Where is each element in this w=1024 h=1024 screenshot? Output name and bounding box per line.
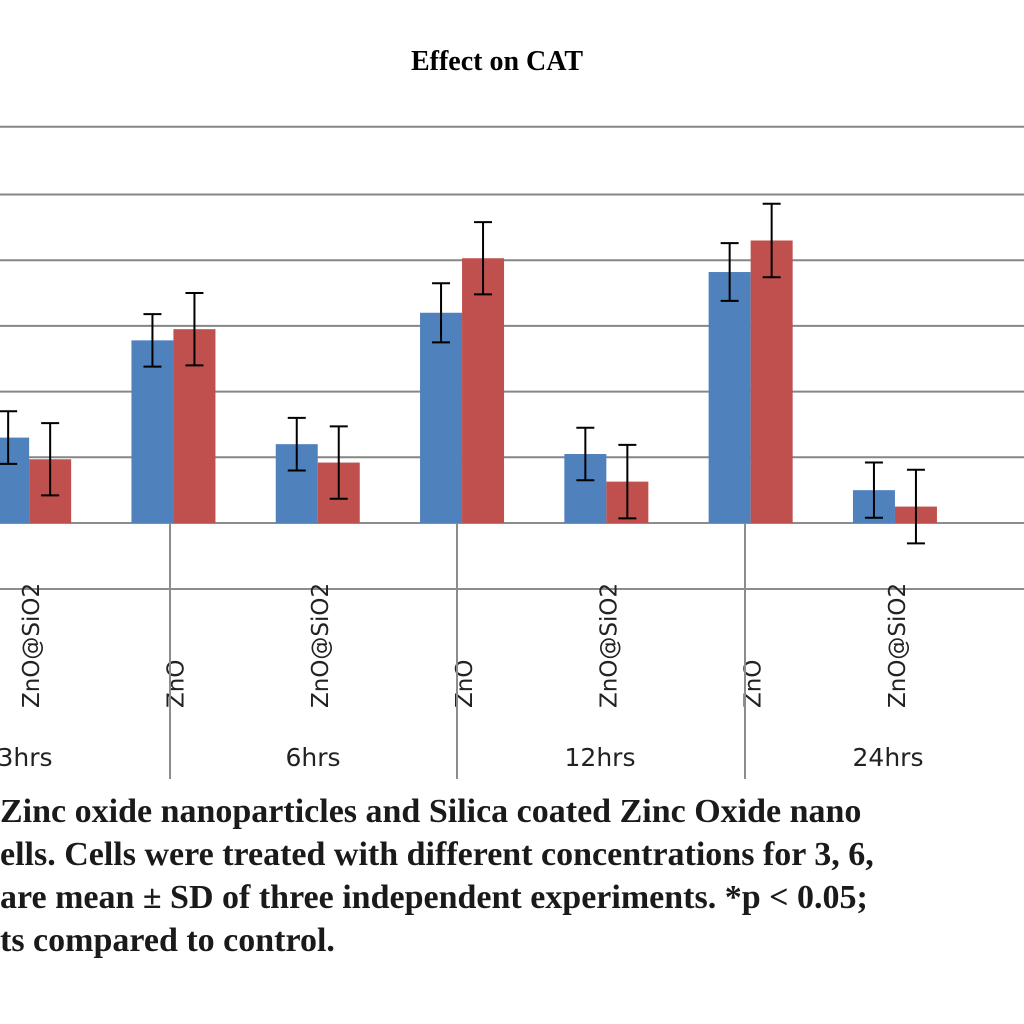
chart: Effect on CAT ZnO@SiO2 ZnO ZnO@SiO2 ZnO ZnO@… (0, 46, 1024, 779)
bar (750, 240, 793, 524)
bar (708, 272, 751, 523)
tick-label: ZnO@SiO2 (19, 583, 45, 708)
group-label: 12hrs (565, 743, 636, 772)
bar (131, 340, 174, 523)
group-label: 3hrs (0, 743, 53, 772)
bar (462, 258, 505, 523)
error-bars (0, 202, 925, 545)
tick-label: ZnO (452, 660, 478, 708)
bar (420, 312, 463, 523)
tick-label: ZnO@SiO2 (885, 583, 911, 708)
tick-label: ZnO (163, 660, 189, 708)
caption-line: are mean ± SD of three independent exper… (0, 879, 868, 916)
caption-line: ells. Cells were treated with different … (0, 836, 874, 873)
group-label: 24hrs (853, 743, 924, 772)
figure-caption: Zinc oxide nanoparticles and Silica coat… (0, 790, 1024, 962)
x-axis: ZnO@SiO2 ZnO ZnO@SiO2 ZnO ZnO@SiO2 ZnO ZnO@SiO… (0, 523, 923, 779)
tick-label: ZnO@SiO2 (596, 583, 622, 708)
bars (0, 240, 937, 524)
tick-label: ZnO@SiO2 (308, 583, 334, 708)
bar (0, 437, 30, 523)
caption-line: ts compared to control. (0, 922, 335, 959)
chart-title: Effect on CAT (411, 46, 583, 77)
caption-line: Zinc oxide nanoparticles and Silica coat… (0, 793, 862, 830)
group-label: 6hrs (285, 743, 340, 772)
